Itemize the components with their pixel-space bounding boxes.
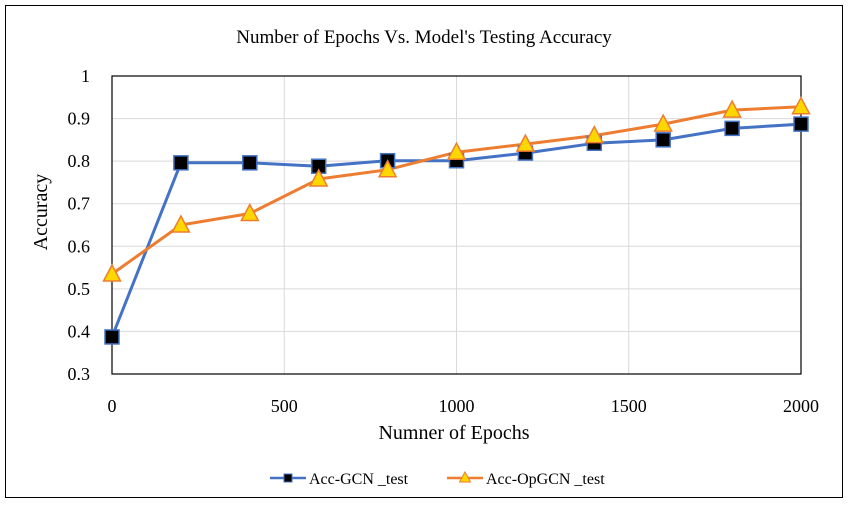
data-point-opgcn	[722, 99, 742, 118]
chart-title: Number of Epochs Vs. Model's Testing Acc…	[236, 27, 612, 48]
data-point-opgcn	[308, 168, 329, 187]
x-tick-label: 1500	[611, 396, 647, 416]
grid-lines	[111, 75, 802, 375]
x-axis-label: Numner of Epochs	[378, 422, 529, 444]
data-point-gcn	[173, 155, 189, 171]
legend-marker-opgcn	[458, 470, 472, 483]
data-point-opgcn	[377, 159, 398, 178]
data-point-gcn	[104, 329, 120, 345]
y-tick-label: 0.3	[68, 364, 91, 384]
legend-label-gcn: Acc-GCN _test	[309, 471, 409, 488]
data-point-opgcn	[102, 263, 122, 282]
y-axis-label: Accuracy	[30, 174, 52, 251]
x-tick-label: 1000	[439, 396, 475, 416]
y-tick-label: 0.4	[68, 321, 91, 341]
data-point-gcn	[655, 132, 671, 148]
data-point-gcn	[242, 155, 258, 171]
data-point-opgcn	[653, 113, 673, 132]
y-tick-label: 0.8	[68, 151, 91, 171]
x-tick-label: 2000	[783, 396, 819, 416]
x-axis-tick-labels: 0 500 1000 1500 2000	[108, 396, 820, 416]
y-tick-label: 0.9	[68, 109, 91, 129]
data-point-opgcn	[791, 96, 811, 115]
data-point-opgcn	[240, 202, 260, 222]
y-tick-label: 1	[81, 66, 90, 86]
series-markers	[102, 96, 811, 345]
y-tick-label: 0.7	[68, 194, 91, 214]
data-point-opgcn	[171, 214, 191, 233]
data-point-opgcn	[584, 125, 605, 144]
legend-item-opgcn: Acc-OpGCN _test	[447, 470, 605, 488]
data-point-opgcn	[515, 133, 536, 152]
legend-marker-gcn	[283, 473, 293, 483]
data-point-gcn	[793, 116, 809, 132]
plot-area	[111, 75, 802, 375]
y-tick-label: 0.6	[68, 236, 91, 256]
legend-item-gcn: Acc-GCN _test	[270, 471, 409, 488]
legend: Acc-GCN _test Acc-OpGCN _test	[270, 470, 605, 488]
legend-label-opgcn: Acc-OpGCN _test	[486, 471, 605, 488]
data-point-gcn	[724, 120, 740, 137]
y-axis-tick-labels: 0.3 0.4 0.5 0.6 0.7 0.8 0.9 1	[68, 66, 91, 384]
y-tick-label: 0.5	[68, 279, 91, 299]
x-tick-label: 0	[108, 396, 117, 416]
data-point-opgcn	[446, 141, 467, 160]
x-tick-label: 500	[271, 396, 298, 416]
